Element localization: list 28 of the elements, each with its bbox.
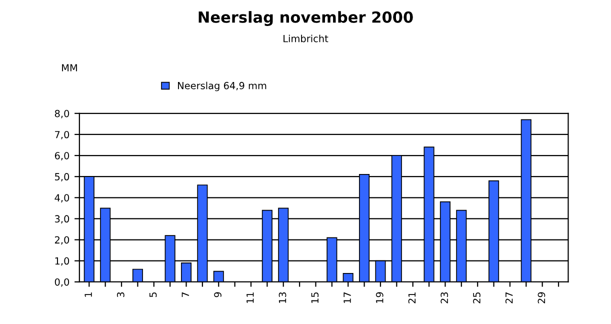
y-tick-label: 1,0	[55, 257, 70, 266]
x-tick-label: 23	[440, 292, 448, 304]
x-tick-label: 11	[246, 292, 254, 303]
y-axis-title: MM	[62, 64, 77, 72]
y-tick-label: 0,0	[54, 278, 70, 287]
chart-subtitle: Limbricht	[284, 34, 328, 42]
x-tick-label: 9	[214, 292, 222, 298]
x-tick-label: 5	[149, 292, 157, 298]
x-tick-label: 7	[182, 292, 189, 297]
chart-title: Neerslag november 2000	[198, 11, 413, 26]
x-tick-label: 27	[505, 292, 513, 304]
x-tick-label: 25	[473, 292, 480, 304]
x-tick-label: 17	[344, 292, 351, 303]
y-tick-label: 6,0	[54, 152, 70, 160]
y-tick-label: 3,0	[54, 215, 70, 224]
y-tick-label: 4,0	[54, 194, 70, 202]
y-tick-label: 7,0	[55, 130, 70, 140]
x-tick-label: 13	[278, 292, 286, 303]
x-tick-label: 1	[84, 292, 92, 297]
y-tick-label: 8,0	[54, 110, 70, 118]
x-tick-label: 3	[116, 292, 124, 298]
x-tick-label: 21	[408, 292, 416, 304]
x-tick-label: 29	[538, 292, 546, 304]
legend-label: Neerslag 64,9 mm	[178, 82, 266, 92]
y-tick-label: 5,0	[54, 173, 70, 182]
x-tick-label: 15	[311, 292, 319, 303]
x-tick-label: 19	[376, 292, 384, 303]
y-tick-label: 2,0	[54, 236, 70, 245]
